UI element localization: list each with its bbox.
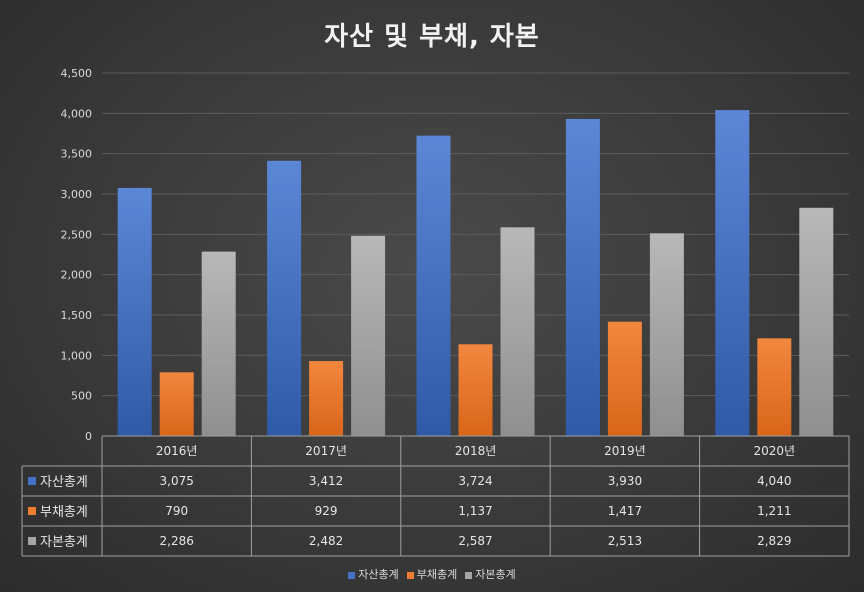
y-tick-label: 500 xyxy=(71,390,92,403)
category-label: 2016년 xyxy=(156,444,198,458)
y-tick-label: 4,000 xyxy=(61,107,93,120)
legend-label: 자산총계 xyxy=(358,568,398,581)
data-label: 2,513 xyxy=(608,534,642,548)
bar xyxy=(715,110,749,436)
data-label: 2,286 xyxy=(160,534,194,548)
data-label: 3,075 xyxy=(160,474,194,488)
legend-swatch xyxy=(465,572,472,579)
legend-label: 자본총계 xyxy=(475,568,515,581)
y-tick-label: 2,000 xyxy=(61,269,93,282)
bar xyxy=(566,119,600,436)
bar xyxy=(650,233,684,436)
legend: 자산총계 부채총계 자본총계 xyxy=(0,566,864,582)
y-tick-label: 1,500 xyxy=(61,309,93,322)
y-tick-label: 4,500 xyxy=(61,67,93,80)
series-swatch xyxy=(28,537,36,545)
bar xyxy=(351,236,385,436)
series-swatch xyxy=(28,507,36,515)
legend-swatch xyxy=(407,572,414,579)
data-label: 3,412 xyxy=(309,474,343,488)
bar xyxy=(757,338,791,436)
data-label: 3,930 xyxy=(608,474,642,488)
category-label: 2019년 xyxy=(604,444,646,458)
legend-entry: 자산총계 xyxy=(348,566,398,582)
bar xyxy=(309,361,343,436)
data-label: 2,829 xyxy=(757,534,791,548)
y-tick-label: 3,500 xyxy=(61,148,93,161)
series-label: 자산총계 xyxy=(40,475,88,490)
series-label: 자본총계 xyxy=(40,535,88,550)
data-label: 4,040 xyxy=(757,474,791,488)
bar xyxy=(417,136,451,436)
legend-entry: 자본총계 xyxy=(465,566,515,582)
series-swatch xyxy=(28,477,36,485)
data-label: 3,724 xyxy=(458,474,492,488)
bar xyxy=(501,227,535,436)
y-tick-label: 3,000 xyxy=(61,188,93,201)
bar xyxy=(799,208,833,436)
bar xyxy=(608,322,642,436)
y-tick-label: 0 xyxy=(85,430,92,443)
y-tick-label: 1,000 xyxy=(61,349,93,362)
data-label: 2,587 xyxy=(458,534,492,548)
bar xyxy=(459,344,493,436)
y-tick-label: 2,500 xyxy=(61,228,93,241)
data-label: 1,137 xyxy=(458,504,492,518)
category-label: 2017년 xyxy=(305,444,347,458)
legend-entry: 부채총계 xyxy=(407,566,457,582)
data-label: 1,211 xyxy=(757,504,791,518)
data-label: 929 xyxy=(315,504,338,518)
legend-swatch xyxy=(348,572,355,579)
category-label: 2018년 xyxy=(455,444,497,458)
data-label: 2,482 xyxy=(309,534,343,548)
legend-label: 부채총계 xyxy=(417,568,457,581)
series-label: 부채총계 xyxy=(40,505,88,520)
category-label: 2020년 xyxy=(754,444,796,458)
data-label: 790 xyxy=(165,504,188,518)
bar xyxy=(160,372,194,436)
data-label: 1,417 xyxy=(608,504,642,518)
bar xyxy=(118,188,152,436)
bar xyxy=(267,161,301,436)
bar xyxy=(202,252,236,436)
